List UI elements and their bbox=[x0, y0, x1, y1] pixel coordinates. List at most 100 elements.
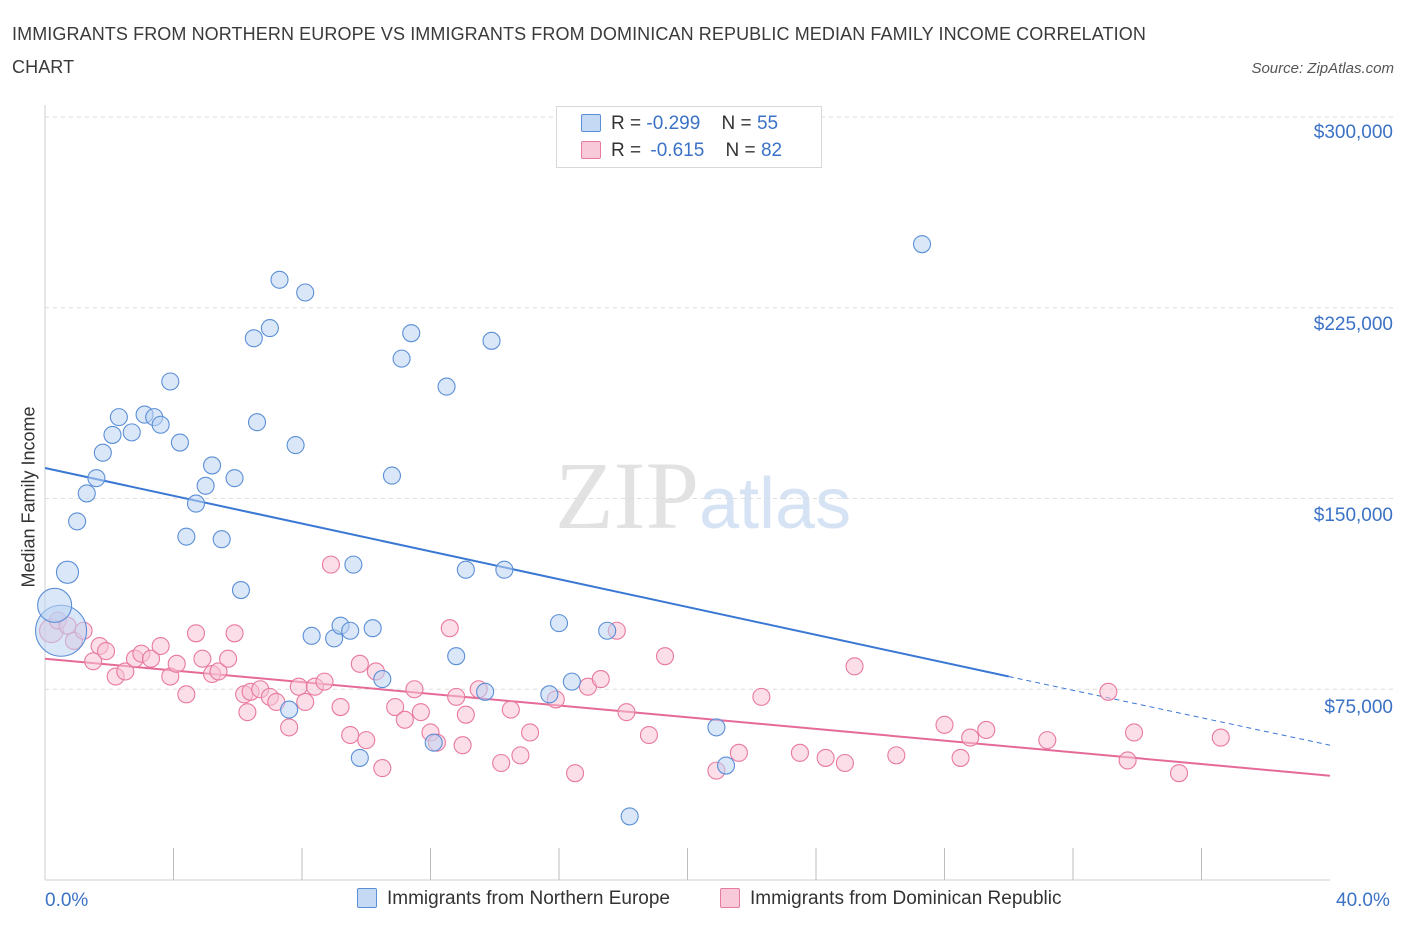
data-point-northern-europe bbox=[344, 555, 363, 574]
data-point-northern-europe bbox=[87, 469, 106, 488]
data-point-dominican-republic bbox=[835, 753, 854, 773]
grid-lines bbox=[45, 116, 1395, 690]
data-point-dominican-republic bbox=[440, 619, 459, 638]
legend-r-value: -0.299 bbox=[646, 113, 701, 134]
data-point-northern-europe bbox=[392, 349, 411, 368]
legend-row-dominican-republic: R = -0.615 N = 82 bbox=[581, 140, 782, 166]
legend-swatch-blue bbox=[581, 114, 601, 132]
data-point-dominican-republic bbox=[1099, 682, 1118, 701]
data-point-northern-europe bbox=[341, 621, 360, 640]
data-point-dominican-republic bbox=[752, 687, 771, 706]
bottom-legend-label: Immigrants from Northern Europe bbox=[387, 888, 670, 909]
data-point-northern-europe bbox=[55, 560, 80, 584]
x-tick-label: 0.0% bbox=[45, 890, 89, 911]
data-point-northern-europe bbox=[373, 670, 392, 689]
data-point-dominican-republic bbox=[566, 764, 585, 783]
data-point-northern-europe bbox=[170, 433, 189, 452]
data-point-dominican-republic bbox=[331, 698, 350, 717]
data-point-northern-europe bbox=[562, 672, 581, 691]
data-point-northern-europe bbox=[296, 283, 315, 302]
data-point-northern-europe bbox=[68, 512, 87, 531]
data-point-northern-europe bbox=[177, 527, 196, 546]
data-point-dominican-republic bbox=[84, 652, 103, 671]
trend-line-dominican-republic bbox=[44, 657, 1331, 777]
legend-n-label: N = bbox=[721, 113, 752, 134]
x-tick-label: 40.0% bbox=[1336, 890, 1390, 911]
data-point-dominican-republic bbox=[591, 670, 610, 689]
data-point-dominican-republic bbox=[816, 748, 835, 767]
trend-lines bbox=[44, 467, 1331, 777]
data-point-dominican-republic bbox=[315, 672, 334, 691]
data-point-northern-europe bbox=[151, 415, 170, 434]
data-point-dominican-republic bbox=[280, 718, 299, 737]
legend-r-label: R = bbox=[611, 140, 642, 161]
axes bbox=[44, 105, 1330, 881]
data-point-dominican-republic bbox=[1038, 731, 1057, 750]
data-point-northern-europe bbox=[363, 619, 382, 638]
y-tick-label: $225,000 bbox=[1313, 314, 1393, 335]
data-point-dominican-republic bbox=[209, 662, 228, 681]
bottom-legend-swatch-blue bbox=[357, 888, 377, 908]
data-point-northern-europe bbox=[350, 748, 369, 767]
data-point-northern-europe bbox=[447, 647, 466, 666]
bottom-legend-swatch-pink bbox=[720, 888, 740, 908]
data-point-dominican-republic bbox=[177, 685, 196, 704]
data-point-northern-europe bbox=[382, 466, 402, 485]
data-point-dominican-republic bbox=[167, 654, 186, 673]
legend-n-value: 82 bbox=[760, 140, 783, 161]
data-point-northern-europe bbox=[280, 700, 299, 719]
data-point-northern-europe bbox=[495, 560, 514, 579]
data-point-dominican-republic bbox=[395, 710, 414, 729]
data-point-dominican-republic bbox=[238, 703, 257, 722]
data-point-dominican-republic bbox=[357, 731, 376, 750]
y-tick-label: $300,000 bbox=[1313, 122, 1393, 143]
data-point-northern-europe bbox=[109, 408, 128, 427]
data-point-dominican-republic bbox=[501, 700, 520, 719]
source-note: Source: ZipAtlas.com bbox=[1251, 60, 1394, 77]
data-point-northern-europe bbox=[203, 456, 222, 475]
data-point-dominican-republic bbox=[96, 642, 116, 661]
data-point-dominican-republic bbox=[961, 728, 980, 747]
data-point-northern-europe bbox=[540, 685, 559, 704]
legend-swatch-pink bbox=[581, 141, 601, 159]
data-point-dominican-republic bbox=[617, 703, 636, 722]
data-point-northern-europe bbox=[231, 581, 251, 600]
data-point-northern-europe bbox=[225, 469, 244, 488]
data-point-dominican-republic bbox=[373, 759, 392, 778]
data-point-northern-europe bbox=[161, 372, 180, 391]
data-point-dominican-republic bbox=[935, 715, 954, 734]
legend-n-value: 55 bbox=[756, 113, 779, 134]
data-point-dominican-republic bbox=[1118, 751, 1137, 770]
data-point-dominican-republic bbox=[1211, 728, 1230, 747]
chart-title: IMMIGRANTS FROM NORTHERN EUROPE VS IMMIG… bbox=[12, 24, 1146, 77]
data-point-northern-europe bbox=[437, 377, 456, 396]
data-point-northern-europe bbox=[456, 560, 475, 579]
data-point-northern-europe bbox=[482, 331, 501, 350]
data-point-dominican-republic bbox=[341, 725, 360, 745]
data-point-dominican-republic bbox=[951, 748, 970, 767]
data-point-northern-europe bbox=[93, 443, 112, 462]
data-point-northern-europe bbox=[476, 682, 495, 701]
data-point-northern-europe bbox=[260, 319, 279, 338]
data-point-northern-europe bbox=[196, 476, 215, 495]
data-point-dominican-republic bbox=[790, 743, 809, 762]
bottom-legend-label: Immigrants from Dominican Republic bbox=[750, 888, 1062, 909]
data-point-dominican-republic bbox=[453, 736, 472, 755]
data-point-dominican-republic bbox=[1124, 723, 1144, 742]
data-point-northern-europe bbox=[598, 621, 617, 640]
data-point-northern-europe bbox=[37, 587, 73, 623]
correlation-legend: R = -0.299 N = 55 R = -0.615 N = 82 bbox=[556, 106, 822, 168]
data-point-northern-europe bbox=[707, 718, 726, 737]
data-point-dominican-republic bbox=[845, 657, 864, 676]
trend-line-northern-europe-projection bbox=[1008, 676, 1331, 746]
legend-n-label: N = bbox=[725, 140, 756, 161]
data-point-northern-europe bbox=[77, 484, 96, 503]
data-point-dominican-republic bbox=[887, 746, 906, 765]
data-point-dominican-republic bbox=[321, 555, 340, 574]
data-point-dominican-republic bbox=[977, 720, 996, 739]
data-point-northern-europe bbox=[302, 626, 321, 645]
data-point-northern-europe bbox=[270, 270, 289, 289]
data-point-dominican-republic bbox=[350, 654, 369, 673]
legend-r-label: R = bbox=[611, 113, 642, 134]
data-point-dominican-republic bbox=[186, 624, 206, 643]
